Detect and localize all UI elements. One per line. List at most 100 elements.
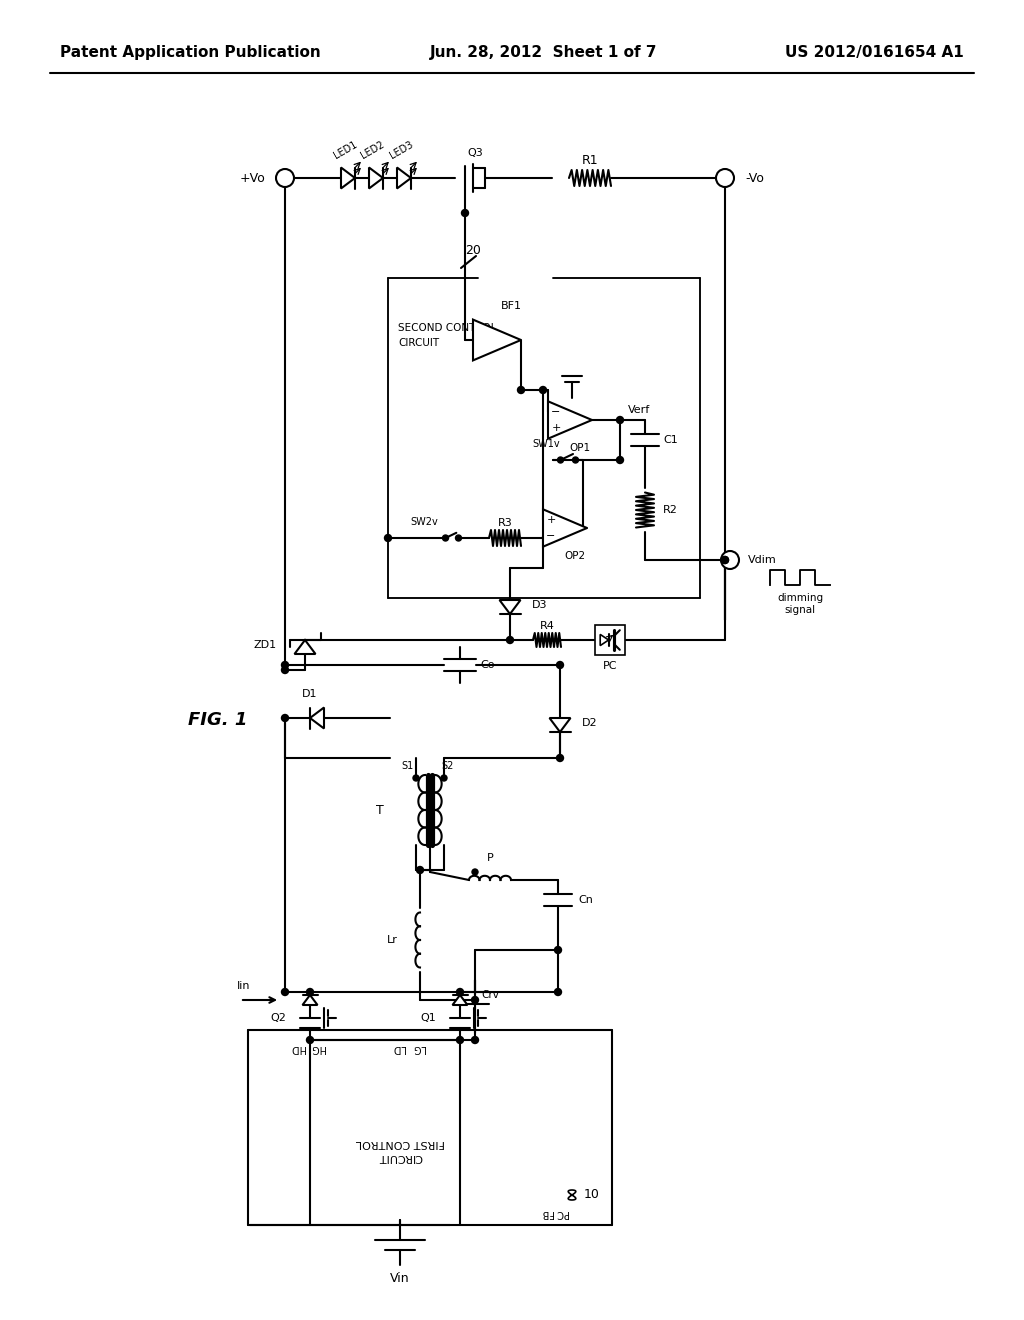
Text: +Vo: +Vo [240, 172, 265, 185]
Text: OP1: OP1 [569, 444, 591, 453]
Circle shape [540, 387, 547, 393]
Text: P: P [486, 853, 494, 863]
Text: Vin: Vin [390, 1271, 410, 1284]
Circle shape [457, 1036, 464, 1044]
Polygon shape [397, 168, 411, 189]
Text: OP2: OP2 [564, 550, 586, 561]
Text: LD: LD [391, 1043, 404, 1053]
Text: BF1: BF1 [501, 301, 521, 312]
Polygon shape [302, 995, 317, 1005]
Text: T: T [376, 804, 384, 817]
Text: CIRCUIT: CIRCUIT [398, 338, 439, 348]
Text: R3: R3 [498, 517, 512, 528]
Circle shape [722, 557, 728, 564]
Polygon shape [295, 640, 315, 653]
Circle shape [616, 417, 624, 424]
Text: Q1: Q1 [420, 1012, 436, 1023]
Text: Lr: Lr [387, 935, 398, 945]
Text: Co: Co [480, 660, 495, 671]
Text: HD: HD [291, 1043, 305, 1053]
Bar [595, 624, 626, 656]
Circle shape [507, 636, 513, 644]
Text: C1: C1 [663, 436, 678, 445]
Circle shape [722, 557, 728, 564]
Circle shape [462, 210, 469, 216]
Circle shape [721, 550, 739, 569]
Text: Cn: Cn [578, 895, 593, 906]
Circle shape [282, 714, 289, 722]
Text: Jun. 28, 2012  Sheet 1 of 7: Jun. 28, 2012 Sheet 1 of 7 [430, 45, 657, 59]
Circle shape [282, 661, 289, 668]
Text: LG: LG [412, 1043, 425, 1053]
Text: SW2v: SW2v [411, 517, 438, 527]
Circle shape [472, 869, 478, 875]
Circle shape [556, 661, 563, 668]
Circle shape [384, 535, 391, 541]
Text: FB: FB [541, 1208, 553, 1218]
Text: HG: HG [310, 1043, 326, 1053]
Text: SW1v: SW1v [532, 440, 560, 449]
Polygon shape [550, 718, 570, 733]
Circle shape [441, 775, 447, 781]
Text: D2: D2 [582, 718, 598, 729]
Text: −: − [551, 408, 561, 417]
Polygon shape [341, 168, 355, 189]
Text: S1: S1 [401, 762, 414, 771]
Text: 10: 10 [584, 1188, 600, 1201]
Text: Vdim: Vdim [748, 554, 777, 565]
Circle shape [282, 989, 289, 995]
Text: signal: signal [784, 605, 815, 615]
Text: R4: R4 [540, 620, 554, 631]
Circle shape [616, 457, 624, 463]
Circle shape [572, 457, 579, 463]
Text: +: + [547, 515, 556, 525]
Text: PC: PC [603, 661, 617, 671]
Text: Q2: Q2 [270, 1012, 286, 1023]
Polygon shape [473, 319, 521, 360]
Text: +: + [551, 422, 561, 433]
Text: dimming: dimming [777, 593, 823, 603]
Text: ZD1: ZD1 [254, 640, 278, 649]
Text: -Vo: -Vo [745, 172, 764, 185]
Text: FIRST CONTROL: FIRST CONTROL [355, 1138, 444, 1147]
Text: FIG. 1: FIG. 1 [188, 711, 248, 729]
Circle shape [557, 457, 563, 463]
Text: −: − [547, 531, 556, 541]
Circle shape [442, 535, 449, 541]
Circle shape [413, 775, 419, 781]
Polygon shape [453, 995, 468, 1005]
Circle shape [716, 169, 734, 187]
Text: R1: R1 [582, 153, 598, 166]
Text: SECOND CONTROL: SECOND CONTROL [398, 323, 497, 333]
Text: LED2: LED2 [359, 140, 386, 161]
Text: LED1: LED1 [332, 140, 358, 161]
Text: Iin: Iin [237, 981, 251, 991]
Text: PC: PC [556, 1208, 568, 1218]
Circle shape [517, 387, 524, 393]
Text: US 2012/0161654 A1: US 2012/0161654 A1 [785, 45, 964, 59]
Text: Patent Application Publication: Patent Application Publication [60, 45, 321, 59]
Text: Verf: Verf [628, 405, 650, 414]
Text: CIRCUIT: CIRCUIT [378, 1152, 422, 1163]
Text: R2: R2 [663, 506, 678, 515]
Text: D3: D3 [532, 601, 548, 610]
Circle shape [471, 1036, 478, 1044]
Circle shape [282, 667, 289, 673]
Polygon shape [600, 635, 608, 645]
Circle shape [555, 946, 561, 953]
Polygon shape [369, 168, 383, 189]
Polygon shape [548, 401, 592, 438]
Text: D1: D1 [302, 689, 317, 700]
Circle shape [306, 989, 313, 995]
Circle shape [471, 997, 478, 1003]
Text: S2: S2 [441, 762, 455, 771]
Circle shape [417, 866, 424, 874]
Polygon shape [310, 708, 324, 729]
Text: Crv: Crv [481, 990, 499, 1001]
Text: Q3: Q3 [467, 148, 483, 158]
Circle shape [457, 989, 464, 995]
Polygon shape [543, 510, 587, 546]
Circle shape [306, 1036, 313, 1044]
Text: 20: 20 [465, 243, 481, 256]
Circle shape [555, 989, 561, 995]
